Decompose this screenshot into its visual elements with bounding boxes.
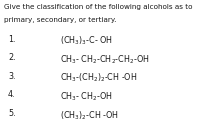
Text: CH$_3$- CH$_2$-CH$_2$-CH$_2$-OH: CH$_3$- CH$_2$-CH$_2$-CH$_2$-OH [60, 53, 150, 66]
Text: 3.: 3. [8, 72, 16, 81]
Text: (CH$_3$)$_3$-C- OH: (CH$_3$)$_3$-C- OH [60, 35, 113, 47]
Text: 5.: 5. [8, 109, 16, 118]
Text: primary, secondary, or tertiary.: primary, secondary, or tertiary. [4, 17, 116, 23]
Text: 2.: 2. [8, 53, 16, 62]
Text: CH$_3$-(CH$_2$)$_2$-CH -OH: CH$_3$-(CH$_2$)$_2$-CH -OH [60, 72, 137, 84]
Text: 4.: 4. [8, 90, 16, 99]
Text: 1.: 1. [8, 35, 16, 44]
Text: Give the classification of the following alcohols as to: Give the classification of the following… [4, 4, 192, 10]
Text: (CH$_3$)$_2$-CH -OH: (CH$_3$)$_2$-CH -OH [60, 109, 119, 122]
Text: CH$_3$- CH$_2$-OH: CH$_3$- CH$_2$-OH [60, 90, 113, 103]
